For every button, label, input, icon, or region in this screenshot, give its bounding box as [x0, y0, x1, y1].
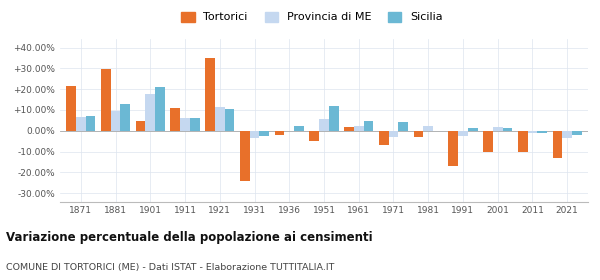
Bar	[398, 122, 408, 131]
Bar	[170, 108, 180, 131]
Bar	[66, 86, 76, 131]
Bar	[483, 131, 493, 152]
Bar	[310, 131, 319, 141]
Bar	[537, 131, 547, 133]
Bar	[240, 131, 250, 181]
Bar	[86, 116, 95, 131]
Bar	[294, 126, 304, 131]
Bar	[572, 131, 582, 135]
Bar	[101, 69, 111, 131]
Bar	[190, 118, 200, 131]
Bar	[458, 131, 468, 136]
Bar	[344, 127, 354, 131]
Bar	[493, 127, 503, 131]
Bar	[319, 119, 329, 131]
Bar	[205, 58, 215, 131]
Bar	[155, 87, 165, 131]
Bar	[136, 122, 145, 131]
Bar	[389, 131, 398, 137]
Bar	[448, 131, 458, 166]
Bar	[518, 131, 527, 152]
Legend: Tortorici, Provincia di ME, Sicilia: Tortorici, Provincia di ME, Sicilia	[178, 8, 446, 26]
Bar	[259, 131, 269, 136]
Bar	[111, 111, 121, 131]
Bar	[424, 126, 433, 131]
Bar	[379, 131, 389, 145]
Bar	[354, 126, 364, 131]
Bar	[503, 128, 512, 131]
Bar	[121, 104, 130, 131]
Bar	[329, 106, 338, 131]
Bar	[145, 94, 155, 131]
Bar	[413, 131, 424, 137]
Bar	[180, 118, 190, 131]
Bar	[215, 107, 224, 131]
Bar	[527, 131, 537, 133]
Bar	[275, 131, 284, 135]
Bar	[250, 131, 259, 138]
Bar	[76, 117, 86, 131]
Text: COMUNE DI TORTORICI (ME) - Dati ISTAT - Elaborazione TUTTITALIA.IT: COMUNE DI TORTORICI (ME) - Dati ISTAT - …	[6, 263, 334, 272]
Text: Variazione percentuale della popolazione ai censimenti: Variazione percentuale della popolazione…	[6, 231, 373, 244]
Bar	[224, 109, 235, 131]
Bar	[364, 122, 373, 131]
Bar	[553, 131, 562, 158]
Bar	[468, 128, 478, 131]
Bar	[562, 131, 572, 138]
